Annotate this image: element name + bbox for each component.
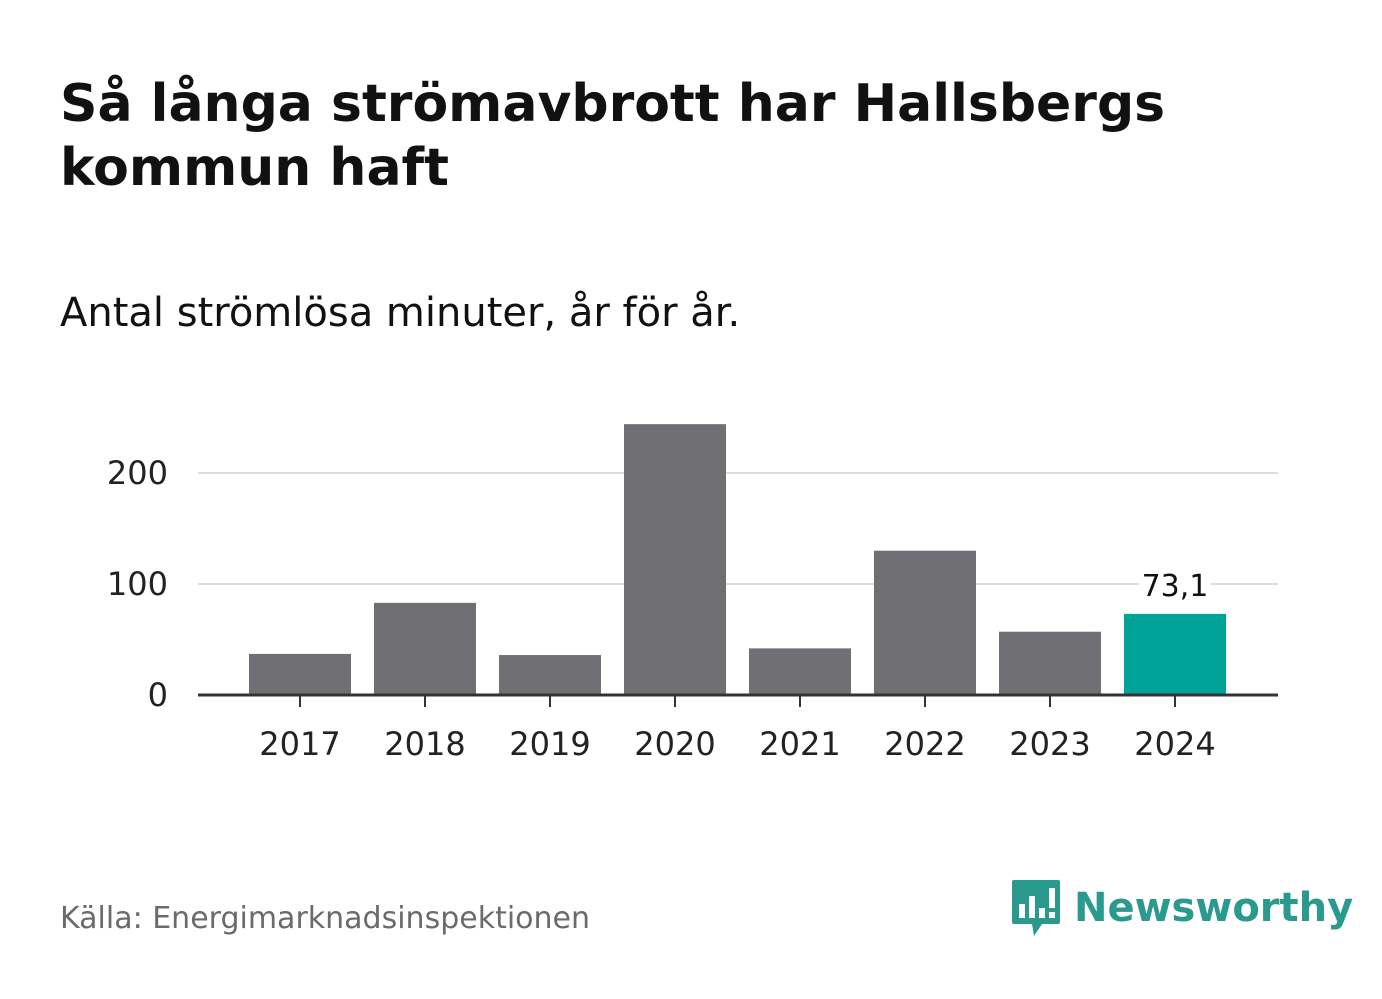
source-note: Källa: Energimarknadsinspektionen: [60, 901, 591, 936]
chart-title: Så långa strömavbrott har Hallsbergs kom…: [60, 74, 1166, 198]
x-tick-label: 2020: [634, 725, 715, 763]
chart-subtitle: Antal strömlösa minuter, år för år.: [60, 290, 741, 336]
bar-2019[interactable]: [499, 655, 601, 695]
bar-chart-speech-bubble-icon: [1012, 880, 1060, 936]
y-tick-label: 0: [148, 676, 168, 714]
x-tick-label: 2017: [259, 725, 340, 763]
x-tick-label: 2021: [759, 725, 840, 763]
brand-logo[interactable]: Newsworthy: [1010, 878, 1353, 938]
bar-layer: [249, 424, 1226, 695]
bar-2022[interactable]: [874, 550, 976, 695]
bar-2024[interactable]: [1124, 613, 1226, 695]
data-label-2024: 73,1: [1142, 569, 1209, 604]
bar-2017[interactable]: [249, 653, 351, 695]
x-tick-label: 2024: [1134, 725, 1215, 763]
label-layer: 0 100 200 2017 2018 2019 2020 2021 2022 2023 2024 7…: [107, 454, 1216, 763]
data-label-background: [1139, 567, 1211, 604]
x-tick-label: 2019: [509, 725, 590, 763]
x-tick-label: 2018: [384, 725, 465, 763]
brand-name: Newsworthy: [1074, 885, 1354, 931]
y-tick-label: 100: [107, 565, 168, 603]
x-tick-label: 2022: [884, 725, 965, 763]
bar-2018[interactable]: [374, 602, 476, 695]
bar-2020[interactable]: [624, 424, 726, 695]
x-tick-label: 2023: [1009, 725, 1090, 763]
bar-2021[interactable]: [749, 648, 851, 695]
grid-layer: [198, 472, 1278, 585]
axis-layer: [198, 693, 1278, 707]
y-tick-label: 200: [107, 454, 168, 492]
bar-2023[interactable]: [999, 631, 1101, 695]
